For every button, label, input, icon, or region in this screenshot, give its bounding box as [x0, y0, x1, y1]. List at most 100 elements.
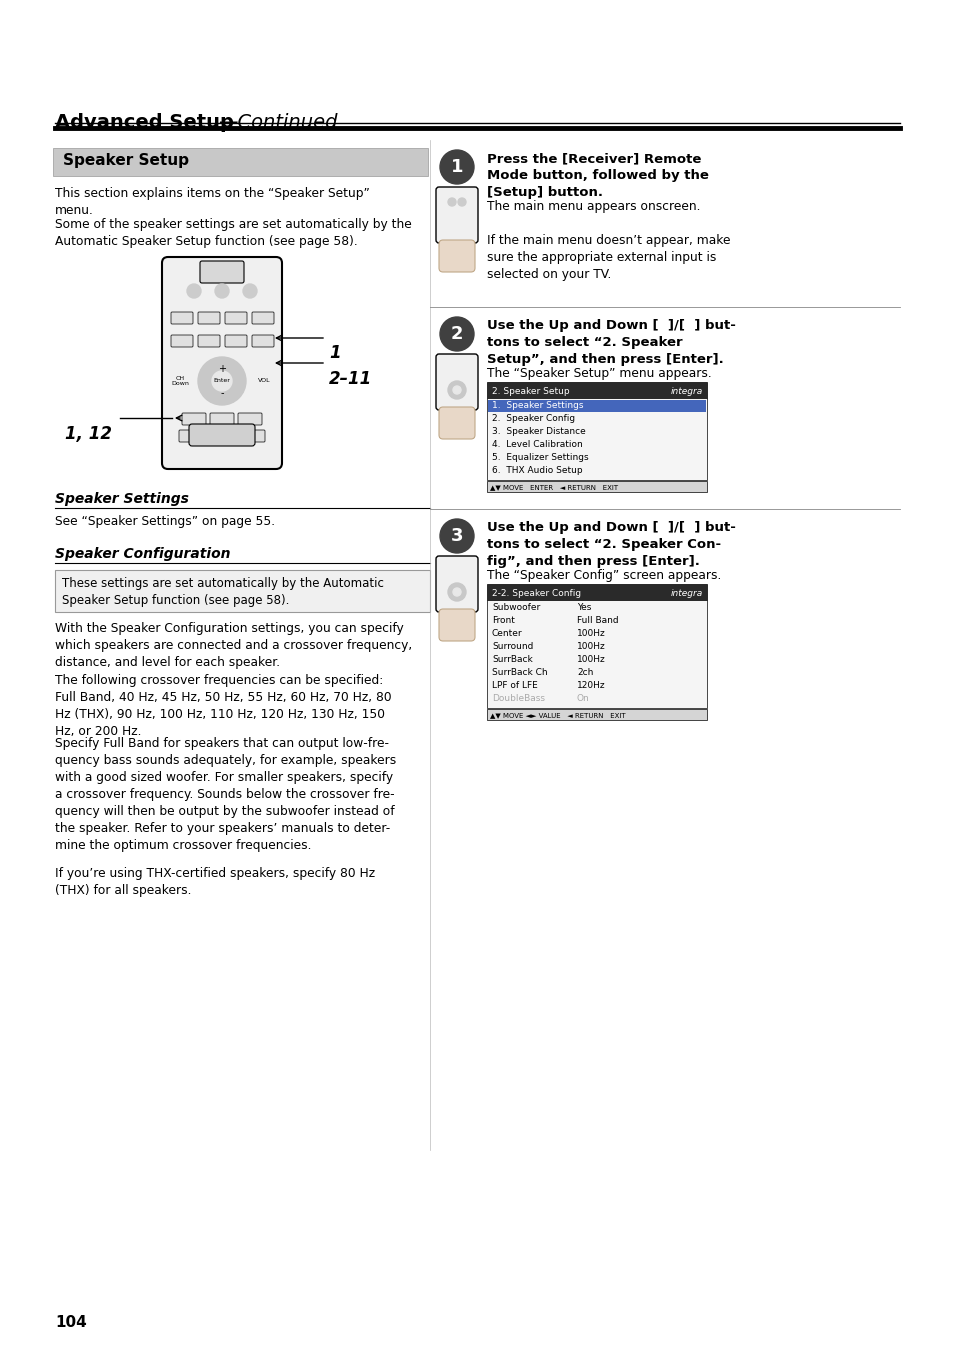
Text: 2ch: 2ch — [577, 667, 593, 677]
FancyBboxPatch shape — [182, 413, 206, 426]
Text: Subwoofer: Subwoofer — [492, 603, 539, 612]
FancyBboxPatch shape — [486, 584, 706, 600]
FancyBboxPatch shape — [198, 335, 220, 347]
Text: 4.  Level Calibration: 4. Level Calibration — [492, 440, 582, 449]
FancyBboxPatch shape — [55, 570, 430, 612]
FancyBboxPatch shape — [53, 149, 428, 176]
Text: 1: 1 — [329, 345, 340, 362]
Text: 1.  Speaker Settings: 1. Speaker Settings — [492, 401, 583, 409]
FancyBboxPatch shape — [486, 382, 706, 399]
Circle shape — [439, 317, 474, 351]
Circle shape — [214, 284, 229, 299]
Text: DoubleBass: DoubleBass — [492, 694, 544, 703]
Text: 6.  THX Audio Setup: 6. THX Audio Setup — [492, 466, 582, 476]
Text: Front: Front — [492, 616, 515, 626]
FancyBboxPatch shape — [200, 261, 244, 282]
FancyBboxPatch shape — [438, 407, 475, 439]
FancyBboxPatch shape — [486, 481, 706, 492]
Text: Surround: Surround — [492, 642, 533, 651]
Text: SurrBack: SurrBack — [492, 655, 532, 663]
Text: 2. Speaker Setup: 2. Speaker Setup — [492, 386, 569, 396]
Text: The “Speaker Config” screen appears.: The “Speaker Config” screen appears. — [486, 569, 720, 582]
Circle shape — [439, 150, 474, 184]
Text: Specify Full Band for speakers that can output low-fre-
quency bass sounds adequ: Specify Full Band for speakers that can … — [55, 738, 395, 852]
Text: ▲▼ MOVE   ENTER   ◄ RETURN   EXIT: ▲▼ MOVE ENTER ◄ RETURN EXIT — [490, 484, 618, 490]
Text: Speaker Configuration: Speaker Configuration — [55, 547, 231, 561]
Circle shape — [187, 284, 201, 299]
FancyBboxPatch shape — [225, 335, 247, 347]
Text: Speaker Settings: Speaker Settings — [55, 492, 189, 507]
Circle shape — [243, 284, 256, 299]
Text: integra: integra — [670, 589, 702, 597]
Circle shape — [212, 372, 232, 390]
Circle shape — [457, 199, 465, 205]
Text: This section explains items on the “Speaker Setup”
menu.: This section explains items on the “Spea… — [55, 186, 370, 218]
Circle shape — [453, 588, 460, 596]
Text: Advanced Setup: Advanced Setup — [55, 113, 233, 132]
FancyBboxPatch shape — [234, 430, 265, 442]
Text: LPF of LFE: LPF of LFE — [492, 681, 537, 690]
Text: 2.  Speaker Config: 2. Speaker Config — [492, 413, 575, 423]
Text: 100Hz: 100Hz — [577, 630, 605, 638]
Text: The following crossover frequencies can be specified:
Full Band, 40 Hz, 45 Hz, 5: The following crossover frequencies can … — [55, 674, 392, 738]
FancyBboxPatch shape — [436, 557, 477, 612]
FancyBboxPatch shape — [237, 413, 262, 426]
FancyBboxPatch shape — [179, 430, 209, 442]
Text: Press the [Receiver] Remote
Mode button, followed by the
[Setup] button.: Press the [Receiver] Remote Mode button,… — [486, 153, 708, 199]
Text: 104: 104 — [55, 1315, 87, 1329]
Circle shape — [439, 519, 474, 553]
Text: If you’re using THX-certified speakers, specify 80 Hz
(THX) for all speakers.: If you’re using THX-certified speakers, … — [55, 867, 375, 897]
Circle shape — [448, 199, 456, 205]
Text: ▲▼ MOVE ◄► VALUE   ◄ RETURN   EXIT: ▲▼ MOVE ◄► VALUE ◄ RETURN EXIT — [490, 712, 625, 717]
Text: 2: 2 — [450, 326, 463, 343]
Text: Some of the speaker settings are set automatically by the
Automatic Speaker Setu: Some of the speaker settings are set aut… — [55, 218, 412, 249]
Text: Use the Up and Down [  ]/[  ] but-
tons to select “2. Speaker
Setup”, and then p: Use the Up and Down [ ]/[ ] but- tons to… — [486, 319, 735, 366]
Text: See “Speaker Settings” on page 55.: See “Speaker Settings” on page 55. — [55, 515, 274, 528]
Text: 100Hz: 100Hz — [577, 642, 605, 651]
Text: The “Speaker Setup” menu appears.: The “Speaker Setup” menu appears. — [486, 367, 711, 380]
Circle shape — [448, 381, 465, 399]
Text: integra: integra — [670, 386, 702, 396]
FancyBboxPatch shape — [486, 709, 706, 720]
FancyBboxPatch shape — [225, 312, 247, 324]
FancyBboxPatch shape — [436, 354, 477, 409]
Text: —Continued: —Continued — [218, 113, 337, 132]
Text: With the Speaker Configuration settings, you can specify
which speakers are conn: With the Speaker Configuration settings,… — [55, 621, 412, 669]
Text: 100Hz: 100Hz — [577, 655, 605, 663]
FancyBboxPatch shape — [486, 399, 706, 480]
FancyBboxPatch shape — [171, 312, 193, 324]
Circle shape — [448, 584, 465, 601]
FancyBboxPatch shape — [436, 186, 477, 243]
Text: 1, 12: 1, 12 — [65, 426, 112, 443]
Text: 1: 1 — [450, 158, 463, 176]
Circle shape — [453, 386, 460, 394]
Text: Full Band: Full Band — [577, 616, 618, 626]
Text: These settings are set automatically by the Automatic
Speaker Setup function (se: These settings are set automatically by … — [62, 577, 383, 607]
Text: On: On — [577, 694, 589, 703]
FancyBboxPatch shape — [189, 424, 254, 446]
Text: Speaker Setup: Speaker Setup — [63, 153, 189, 168]
Text: 2–11: 2–11 — [329, 370, 372, 388]
Text: Yes: Yes — [577, 603, 591, 612]
Text: Center: Center — [492, 630, 522, 638]
Text: SurrBack Ch: SurrBack Ch — [492, 667, 547, 677]
Text: CH
Down: CH Down — [171, 376, 189, 386]
Text: VOL: VOL — [257, 378, 270, 384]
Text: -: - — [220, 388, 224, 399]
FancyBboxPatch shape — [198, 312, 220, 324]
FancyBboxPatch shape — [210, 413, 233, 426]
Circle shape — [198, 357, 246, 405]
Text: 5.  Equalizer Settings: 5. Equalizer Settings — [492, 453, 588, 462]
Text: 120Hz: 120Hz — [577, 681, 605, 690]
FancyBboxPatch shape — [488, 400, 705, 412]
FancyBboxPatch shape — [252, 335, 274, 347]
Text: 3: 3 — [450, 527, 463, 544]
Text: 3.  Speaker Distance: 3. Speaker Distance — [492, 427, 585, 436]
FancyBboxPatch shape — [252, 312, 274, 324]
FancyBboxPatch shape — [438, 609, 475, 640]
FancyBboxPatch shape — [438, 240, 475, 272]
Text: 2-2. Speaker Config: 2-2. Speaker Config — [492, 589, 580, 597]
FancyBboxPatch shape — [486, 600, 706, 708]
FancyBboxPatch shape — [162, 257, 282, 469]
Text: The main menu appears onscreen.

If the main menu doesn’t appear, make
sure the : The main menu appears onscreen. If the m… — [486, 200, 730, 281]
